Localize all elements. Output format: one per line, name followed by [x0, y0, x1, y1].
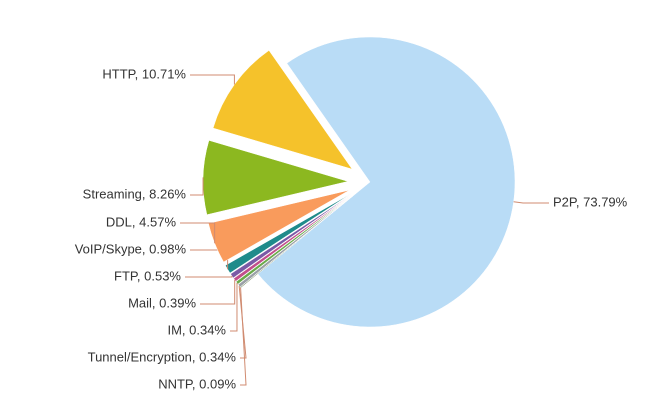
data-label: HTTP, 10.71% — [102, 66, 186, 81]
data-label: P2P, 73.79% — [553, 194, 628, 209]
leader-line — [513, 201, 549, 204]
data-label: DDL, 4.57% — [106, 214, 177, 229]
data-label: NNTP, 0.09% — [158, 376, 236, 391]
leader-line — [238, 285, 247, 359]
pie-slice — [225, 193, 352, 274]
leader-line — [180, 222, 216, 244]
leader-line — [230, 282, 238, 332]
leader-line — [200, 279, 236, 305]
leader-line — [190, 177, 204, 196]
data-label: Tunnel/Encryption, 0.34% — [88, 349, 237, 364]
pie-slice — [235, 195, 353, 285]
data-label: Streaming, 8.26% — [83, 186, 187, 201]
leader-line — [185, 275, 233, 278]
data-label: IM, 0.34% — [167, 322, 226, 337]
data-label: FTP, 0.53% — [114, 268, 181, 283]
data-label: VoIP/Skype, 0.98% — [75, 241, 187, 256]
leader-line — [190, 74, 235, 85]
data-label: Mail, 0.39% — [128, 295, 196, 310]
pie-slice — [257, 36, 516, 328]
pie-slice — [230, 194, 352, 279]
